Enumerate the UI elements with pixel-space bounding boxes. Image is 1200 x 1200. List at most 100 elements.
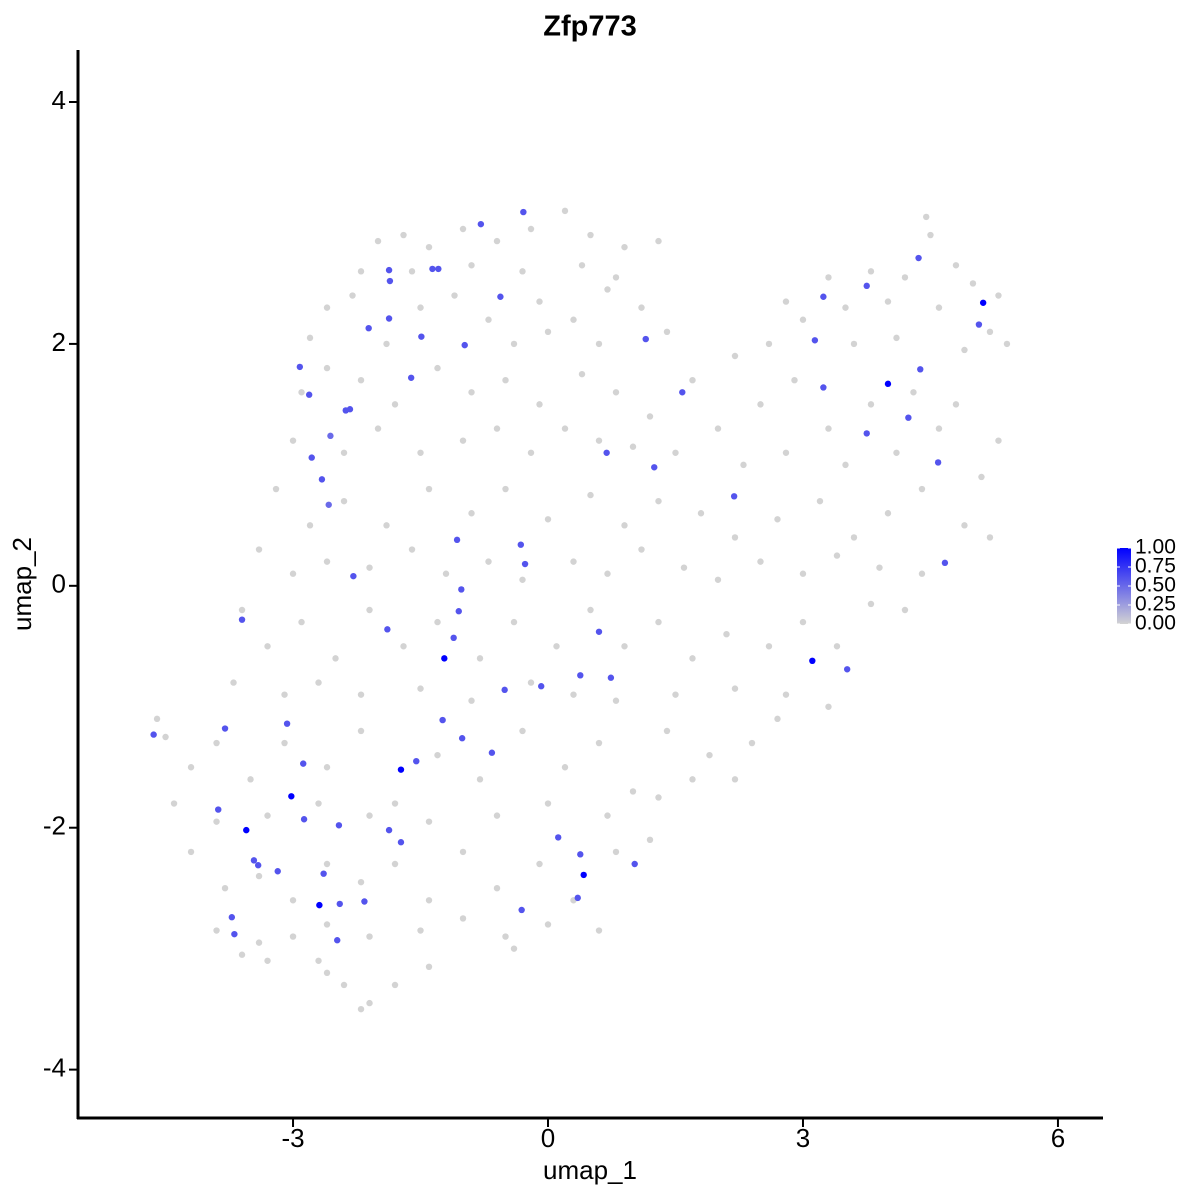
cell-point	[544, 516, 552, 523]
cell-point	[765, 340, 773, 348]
cell-point	[651, 464, 658, 471]
cell-point	[850, 340, 858, 348]
cell-point	[629, 788, 637, 795]
x-tick-label: 3	[796, 1123, 810, 1153]
cell-point	[714, 576, 722, 583]
cell-point	[843, 666, 851, 673]
cell-point	[238, 951, 246, 958]
cell-point	[689, 376, 696, 384]
cell-point	[842, 304, 849, 311]
cell-point	[995, 437, 1002, 444]
cell-point	[255, 546, 263, 553]
cell-point	[689, 776, 696, 783]
cell-point	[672, 691, 679, 698]
cell-point	[289, 437, 297, 444]
cell-point	[435, 265, 442, 273]
cell-point	[281, 739, 288, 747]
cell-point	[799, 316, 807, 323]
cell-point	[468, 697, 475, 704]
cell-point	[383, 522, 390, 529]
cell-point	[570, 691, 577, 698]
cell-point	[697, 510, 705, 517]
cell-point	[714, 425, 722, 432]
cell-point	[300, 760, 307, 767]
cell-point	[296, 363, 304, 371]
cell-point	[441, 655, 448, 662]
cell-point	[825, 425, 832, 432]
cell-point	[842, 461, 849, 469]
cell-point	[300, 816, 308, 823]
cell-point	[577, 672, 584, 679]
cell-point	[867, 268, 875, 275]
cell-point	[417, 449, 424, 456]
cell-point	[519, 576, 526, 583]
cell-point	[213, 818, 220, 825]
cell-point	[407, 374, 415, 381]
cell-point	[631, 860, 638, 868]
cell-point	[357, 878, 365, 886]
cell-point	[595, 340, 603, 348]
cell-point	[264, 812, 271, 819]
cell-point	[544, 328, 552, 336]
cell-point	[782, 298, 790, 305]
cell-point	[450, 634, 457, 642]
cell-point	[230, 679, 237, 686]
cell-point	[941, 559, 949, 567]
cell-point	[247, 776, 254, 783]
cell-point	[604, 286, 611, 293]
cell-point	[603, 449, 610, 456]
cell-point	[476, 776, 484, 783]
cell-point	[357, 727, 365, 735]
cell-point	[417, 927, 424, 934]
cell-point	[553, 643, 560, 650]
cell-point	[917, 366, 924, 373]
cell-point	[901, 274, 909, 281]
cell-point	[323, 304, 331, 311]
cell-point	[574, 894, 581, 902]
cell-point	[357, 376, 365, 384]
colorbar-label: 0.75	[1135, 555, 1176, 578]
cell-point	[417, 685, 424, 692]
cell-point	[323, 860, 331, 868]
cell-point	[765, 643, 773, 650]
cell-point	[731, 776, 739, 783]
cell-point	[863, 430, 870, 437]
cell-point	[731, 534, 739, 541]
cell-point	[238, 606, 246, 614]
cell-point	[397, 839, 405, 846]
cell-point	[561, 207, 569, 215]
cell-point	[485, 558, 492, 565]
cell-point	[397, 766, 405, 773]
cell-point	[595, 628, 603, 635]
cell-point	[170, 800, 178, 807]
cell-point	[425, 243, 433, 251]
x-tick-label: -3	[281, 1123, 304, 1153]
cell-point	[400, 643, 407, 650]
cell-point	[595, 739, 603, 747]
cell-point	[434, 751, 441, 759]
cell-point	[468, 510, 475, 517]
cell-point	[255, 939, 263, 946]
cell-point	[646, 836, 654, 844]
cell-point	[320, 870, 327, 877]
cell-point	[520, 208, 527, 216]
cell-point	[536, 401, 543, 408]
cell-point	[357, 268, 365, 275]
cell-point	[816, 497, 824, 505]
cell-point	[893, 334, 900, 342]
cell-point	[425, 818, 433, 825]
y-axis-label: umap_2	[7, 537, 37, 631]
cell-point	[918, 485, 926, 493]
cell-point	[782, 691, 790, 698]
cell-point	[867, 600, 875, 608]
cell-point	[429, 265, 436, 273]
cell-point	[519, 268, 526, 275]
cell-point	[413, 757, 420, 765]
cell-point	[385, 315, 393, 322]
cell-point	[305, 391, 313, 398]
cell-point	[228, 914, 236, 921]
cell-point	[975, 321, 983, 328]
cell-point	[400, 231, 407, 239]
cell-point	[281, 691, 288, 698]
cell-point	[451, 292, 458, 299]
